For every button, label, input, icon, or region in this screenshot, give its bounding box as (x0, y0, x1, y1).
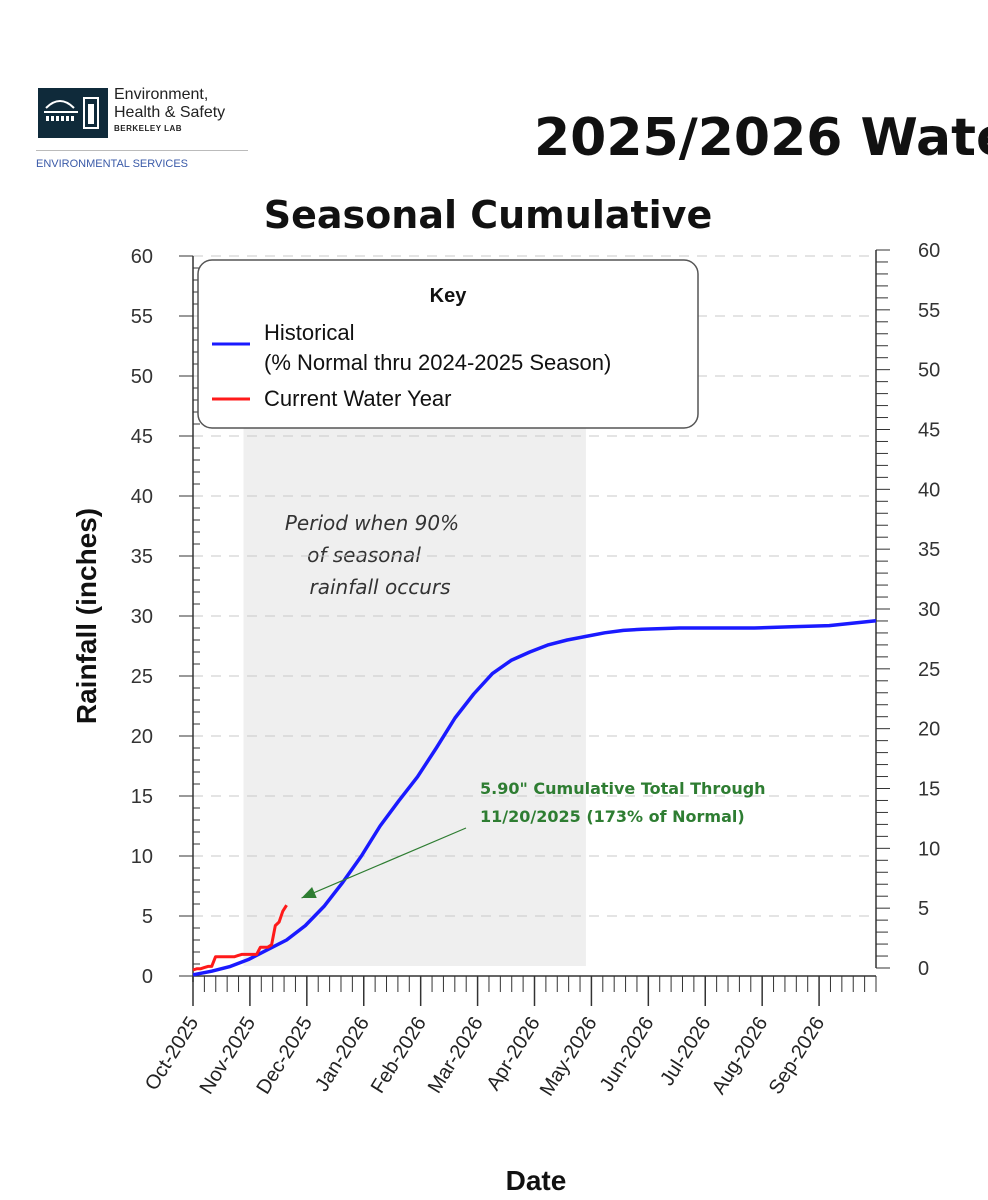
left-tick-label: 0 (142, 966, 153, 988)
logo-divider (36, 150, 248, 151)
x-tick-label: Jan-2026 (311, 1013, 374, 1095)
right-tick-label: 55 (918, 300, 940, 322)
left-tick-label: 40 (131, 486, 153, 508)
left-y-axis: 0 5 10 15 20 25 30 35 40 45 50 55 60 (131, 246, 200, 988)
left-tick-label: 45 (131, 426, 153, 448)
logo-text-environment: Environment, (114, 86, 209, 103)
peak-rainfall-period-shade (243, 400, 586, 966)
left-tick-label: 55 (131, 306, 153, 328)
legend-label-historical: Historical (264, 320, 354, 345)
right-tick-label: 25 (918, 659, 940, 681)
logo-subtitle: ENVIRONMENTAL SERVICES (36, 158, 188, 170)
x-tick-label: Nov-2025 (196, 1013, 261, 1098)
right-tick-label: 5 (918, 898, 929, 920)
chart-title: Seasonal Cumulative (264, 193, 712, 237)
legend: Key Historical (% Normal thru 2024-2025 … (197, 259, 699, 429)
x-tick-label: Aug-2026 (708, 1013, 773, 1098)
left-tick-label: 35 (131, 546, 153, 568)
right-tick-label: 60 (918, 240, 940, 262)
shade-label-line-2: of seasonal (307, 543, 421, 567)
left-tick-label: 5 (142, 906, 153, 928)
right-tick-label: 30 (918, 599, 940, 621)
annotation-arrowhead-icon (301, 886, 317, 899)
right-tick-label: 10 (918, 838, 940, 860)
series-line-historical (192, 619, 877, 977)
right-tick-label: 20 (918, 719, 940, 741)
right-y-axis: 0 5 10 15 20 25 30 35 40 45 50 55 60 (876, 240, 940, 980)
right-tick-label: 35 (918, 539, 940, 561)
x-tick-label: Oct-2025 (141, 1013, 203, 1094)
legend-title: Key (430, 285, 468, 307)
logo-text-health-safety: Health & Safety (114, 104, 226, 121)
header-logo: Environment, Health & Safety BERKELEY LA… (36, 84, 266, 180)
cumulative-total-annotation: 5.90" Cumulative Total Through 11/20/202… (301, 779, 766, 899)
x-axis-label: Date (506, 1165, 567, 1196)
shade-label-line-3: rainfall occurs (309, 575, 450, 599)
annotation-text-line-1: 5.90" Cumulative Total Through (480, 779, 766, 798)
peak-rainfall-period-label: Period when 90% of seasonal rainfall occur… (285, 511, 459, 599)
annotation-arrow (301, 827, 467, 899)
logo-text-berkeley-lab: BERKELEY LAB (114, 124, 183, 133)
left-tick-label: 60 (131, 246, 153, 268)
x-tick-label: May-2026 (536, 1013, 602, 1100)
x-tick-label: Sep-2026 (765, 1013, 830, 1098)
left-tick-label: 25 (131, 666, 153, 688)
legend-box (197, 259, 699, 429)
x-tick-label: Feb-2026 (367, 1013, 431, 1097)
series-line-current-water-year (192, 904, 288, 972)
annotation-text-line-2: 11/20/2025 (173% of Normal) (480, 807, 745, 826)
right-tick-label: 15 (918, 779, 940, 801)
x-tick-label: Jun-2026 (596, 1013, 659, 1095)
shade-label-line-1: Period when 90% (285, 511, 459, 535)
left-tick-label: 30 (131, 606, 153, 628)
x-axis: Oct-2025Nov-2025Dec-2025Jan-2026Feb-2026… (141, 976, 877, 1100)
right-tick-label: 45 (918, 420, 940, 442)
x-tick-label: Dec-2025 (252, 1013, 317, 1098)
left-tick-label: 10 (131, 846, 153, 868)
left-tick-label: 15 (131, 786, 153, 808)
berkeley-lab-logo-icon (38, 88, 108, 138)
legend-label-historical-note: (% Normal thru 2024-2025 Season) (264, 350, 611, 375)
x-tick-label: Jul-2026 (656, 1013, 715, 1090)
y-axis-label: Rainfall (inches) (71, 508, 102, 724)
x-tick-label: Mar-2026 (424, 1013, 488, 1097)
right-tick-label: 0 (918, 958, 929, 980)
right-tick-label: 40 (918, 479, 940, 501)
page-title: 2025/2026 Water (534, 108, 988, 168)
left-tick-label: 20 (131, 726, 153, 748)
right-tick-label: 50 (918, 360, 940, 382)
left-tick-label: 50 (131, 366, 153, 388)
legend-label-current-water-year: Current Water Year (264, 386, 452, 411)
x-tick-label: Apr-2026 (482, 1013, 544, 1094)
